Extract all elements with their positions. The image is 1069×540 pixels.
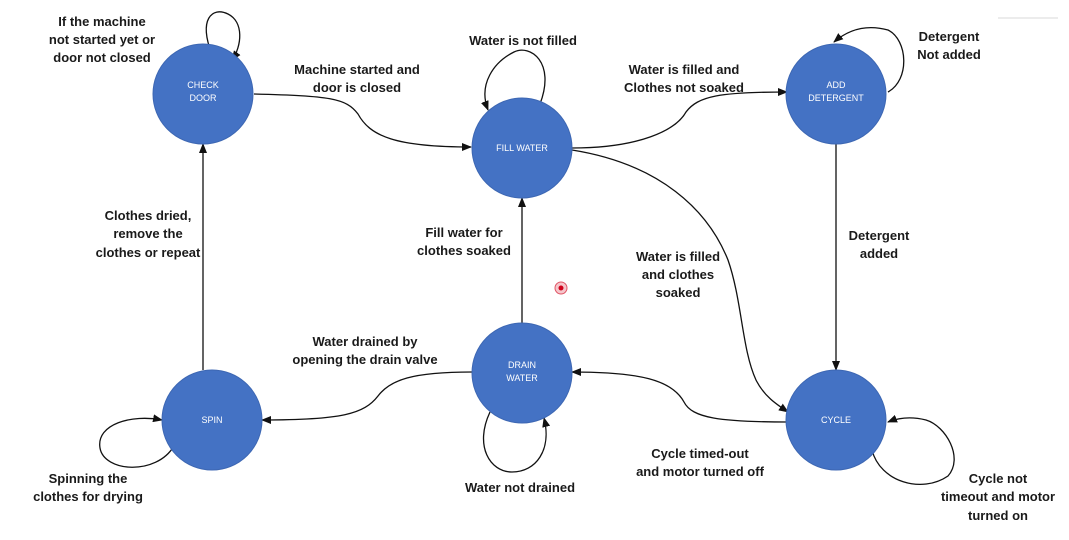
label-fill-to-cycle-line-1: Water is filled <box>636 249 720 264</box>
edge-spin-self <box>99 414 175 468</box>
edge-drain-to-spin <box>261 371 473 424</box>
state-drain-water: DRAIN WATER <box>471 322 573 424</box>
label-check-door-self-line-3: door not closed <box>53 50 151 65</box>
label-detergent-to-cycle-line-2: added <box>860 246 898 261</box>
state-spin: SPIN <box>161 369 263 471</box>
state-check-door-circle <box>152 43 254 145</box>
state-check-door: CHECK DOOR <box>152 43 254 145</box>
label-cycle-to-drain-line-2: and motor turned off <box>636 464 764 479</box>
state-add-detergent: ADD DETERGENT <box>785 43 887 145</box>
label-detergent-to-cycle-line-1: Detergent <box>849 228 910 243</box>
label-spin-to-check: Clothes dried, remove the clothes or rep… <box>96 208 201 260</box>
state-add-detergent-label-line-2: DETERGENT <box>808 93 864 103</box>
edge-fill-to-detergent <box>571 88 788 149</box>
label-detergent-self-line-1: Detergent <box>919 29 980 44</box>
state-fill-water-label: FILL WATER <box>496 143 548 153</box>
label-drain-to-fill-line-1: Fill water for <box>425 225 502 240</box>
edge-fill-self <box>481 49 546 111</box>
label-fill-self: Water is not filled <box>469 33 577 48</box>
edge-check-to-fill <box>253 93 472 151</box>
label-detergent-self-line-2: Not added <box>917 47 981 62</box>
label-spin-to-check-line-1: Clothes dried, <box>105 208 192 223</box>
label-spin-to-check-line-2: remove the <box>113 226 182 241</box>
state-drain-water-label-line-1: DRAIN <box>508 360 536 370</box>
label-check-door-self-line-1: If the machine <box>58 14 145 29</box>
label-cycle-self-line-1: Cycle not <box>969 471 1028 486</box>
label-cycle-to-drain: Cycle timed-out and motor turned off <box>636 446 764 479</box>
label-fill-to-cycle: Water is filled and clothes soaked <box>636 249 720 300</box>
state-drain-water-label-line-2: WATER <box>506 373 538 383</box>
state-cycle: CYCLE <box>785 369 887 471</box>
label-drain-self-line-1: Water not drained <box>465 480 575 495</box>
label-fill-to-detergent: Water is filled and Clothes not soaked <box>624 62 744 95</box>
label-drain-to-fill-line-2: clothes soaked <box>417 243 511 258</box>
state-check-door-label-line-1: CHECK <box>187 80 219 90</box>
edges <box>99 11 955 485</box>
edge-detergent-self <box>833 27 905 93</box>
state-add-detergent-label-line-1: ADD <box>826 80 846 90</box>
state-fill-water-circle <box>471 97 573 199</box>
label-fill-to-cycle-line-2: and clothes <box>642 267 714 282</box>
label-fill-self-line-1: Water is not filled <box>469 33 577 48</box>
label-cycle-self-line-2: timeout and motor <box>941 489 1055 504</box>
state-add-detergent-circle <box>785 43 887 145</box>
label-check-door-self: If the machine not started yet or door n… <box>49 14 155 65</box>
label-drain-to-spin-line-2: opening the drain valve <box>292 352 437 367</box>
edge-drain-self <box>482 411 551 473</box>
state-check-door-label-line-2: DOOR <box>190 93 218 103</box>
label-fill-to-detergent-line-1: Water is filled and <box>629 62 740 77</box>
label-fill-to-cycle-line-3: soaked <box>656 285 701 300</box>
edge-fill-to-cycle <box>571 149 789 413</box>
label-check-door-self-line-2: not started yet or <box>49 32 155 47</box>
state-cycle-circle <box>785 369 887 471</box>
label-cycle-self-line-3: turned on <box>968 508 1028 523</box>
label-detergent-self: Detergent Not added <box>917 29 981 62</box>
label-fill-to-detergent-line-2: Clothes not soaked <box>624 80 744 95</box>
state-fill-water: FILL WATER <box>471 97 573 199</box>
edge-cycle-self <box>871 414 955 485</box>
label-spin-to-check-line-3: clothes or repeat <box>96 245 201 260</box>
edge-check-door-self <box>205 11 241 61</box>
label-spin-self-line-2: clothes for drying <box>33 489 143 504</box>
label-drain-self: Water not drained <box>465 480 575 495</box>
label-cycle-self: Cycle not timeout and motor turned on <box>941 471 1055 523</box>
label-check-to-fill-line-1: Machine started and <box>294 62 420 77</box>
label-check-to-fill-line-2: door is closed <box>313 80 401 95</box>
label-drain-to-fill: Fill water for clothes soaked <box>417 225 511 258</box>
label-spin-self: Spinning the clothes for drying <box>33 471 143 504</box>
state-spin-circle <box>161 369 263 471</box>
state-spin-label: SPIN <box>201 415 222 425</box>
state-drain-water-circle <box>471 322 573 424</box>
label-drain-to-spin-line-1: Water drained by <box>313 334 419 349</box>
label-drain-to-spin: Water drained by opening the drain valve <box>292 334 437 367</box>
label-detergent-to-cycle: Detergent added <box>849 228 910 261</box>
label-spin-self-line-1: Spinning the <box>49 471 128 486</box>
label-cycle-to-drain-line-1: Cycle timed-out <box>651 446 749 461</box>
edge-cycle-to-drain <box>571 368 789 423</box>
label-check-to-fill: Machine started and door is closed <box>294 62 420 95</box>
state-cycle-label: CYCLE <box>821 415 851 425</box>
pointer-dot-icon <box>558 285 564 291</box>
mouse-pointer-indicator <box>554 281 568 295</box>
